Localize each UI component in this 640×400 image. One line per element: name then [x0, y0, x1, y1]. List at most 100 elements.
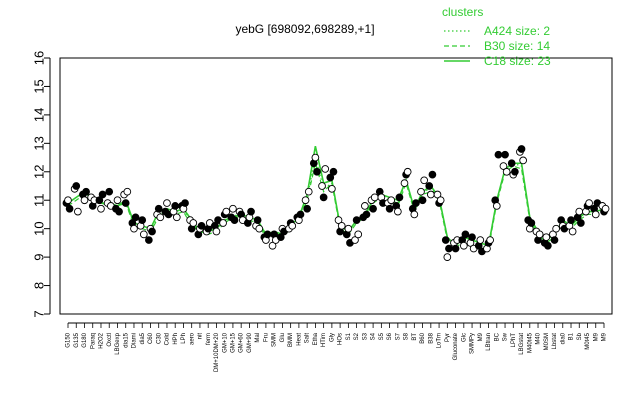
x-tick-label: dia5 [140, 332, 146, 344]
data-point [585, 199, 593, 207]
x-tick-label: Diami [132, 333, 138, 348]
data-point [420, 176, 429, 185]
x-tick-label: S8 [404, 332, 410, 340]
x-tick-label: SMMPy [470, 333, 476, 354]
x-tick-label: S3 [362, 332, 368, 340]
y-tick-label: 7 [31, 310, 46, 317]
y-axis: 7 8 9 10 11 12 13 14 15 16 [31, 51, 51, 318]
x-tick-label: aero [189, 332, 195, 345]
x-tick-label: Glc [461, 333, 467, 342]
data-point [64, 196, 72, 205]
data-point [527, 219, 536, 227]
data-point [535, 230, 544, 239]
x-tick-label: LBtran [486, 333, 492, 351]
data-point [507, 159, 516, 168]
legend-label: C18 size: 23 [484, 54, 551, 68]
x-tick-label: C60 [148, 332, 154, 344]
data-point [171, 202, 180, 210]
data-point [344, 224, 353, 233]
data-point [80, 196, 89, 205]
data-point [601, 204, 610, 213]
data-point [412, 199, 420, 207]
data-point [145, 236, 153, 244]
data-point [105, 187, 114, 196]
x-tick-label: S5 [379, 332, 385, 340]
data-point [436, 196, 445, 205]
data-point [369, 204, 377, 213]
x-tick-label: LPh [181, 333, 187, 344]
data-point [394, 207, 402, 216]
x-tick-label: Paraq [90, 333, 96, 349]
data-point [354, 230, 363, 239]
x-tick-label: dia15 [123, 332, 129, 347]
x-tick-label: LBGstat [519, 333, 525, 355]
data-point [189, 219, 198, 227]
data-point [362, 210, 371, 219]
data-point [577, 219, 585, 227]
x-tick-label: DM+10DM+20 [214, 332, 220, 372]
x-tick-label: S2 [354, 332, 360, 340]
data-point [321, 165, 330, 173]
x-tick-label: HOs [338, 333, 344, 345]
data-point [502, 167, 511, 176]
data-point [400, 179, 409, 188]
x-tick-label: M0SM [544, 333, 550, 350]
y-tick-label: 11 [31, 193, 46, 207]
data-point [154, 204, 163, 213]
data-point [468, 233, 476, 242]
data-point [97, 204, 105, 213]
x-tick-label: GM+60 [239, 332, 245, 353]
data-point [499, 162, 508, 170]
data-point [326, 173, 335, 182]
data-point [163, 199, 171, 207]
x-tick-label: S7 [395, 332, 401, 340]
x-tick-label: HTim [321, 333, 327, 347]
data-point [301, 196, 310, 205]
x-tick-label: BC [494, 332, 500, 341]
data-point [461, 230, 470, 239]
data-point [410, 210, 419, 219]
data-point [115, 207, 123, 216]
data-point [542, 233, 551, 242]
data-point [433, 190, 442, 199]
y-tick-label: 12 [31, 165, 46, 179]
x-tick-label: Sw [503, 332, 509, 341]
data-point [172, 213, 181, 222]
x-tick-label: B1 [569, 332, 575, 340]
data-point [138, 216, 147, 224]
data-point [476, 236, 485, 244]
data-point [501, 150, 509, 159]
data-point [313, 167, 321, 176]
data-point [98, 190, 107, 199]
x-tick-label: G180 [82, 332, 88, 347]
data-point [395, 193, 404, 202]
x-tick-label: BMM [288, 333, 294, 347]
x-tick-label: Oxctl [107, 333, 113, 347]
data-point [255, 224, 264, 233]
data-point [428, 170, 437, 179]
data-point [121, 199, 130, 207]
data-point [425, 182, 434, 190]
data-point [230, 216, 239, 224]
x-tick-label: Salt [305, 333, 311, 344]
y-tick-label: 9 [31, 253, 46, 260]
data-point [130, 224, 138, 233]
data-point [567, 216, 575, 224]
legend-label: A424 size: 2 [484, 24, 550, 38]
x-tick-label: S1 [346, 332, 352, 340]
data-point [304, 187, 313, 196]
x-tick-label: G150 [66, 332, 72, 347]
plot-frame [59, 57, 613, 315]
data-point [361, 202, 369, 210]
data-point [494, 150, 503, 159]
x-axis: G150 G135 G180 Paraq H2O2 Oxctl LBGexp dia15 Dia… [66, 322, 608, 372]
data-point [219, 219, 227, 227]
x-tick-label: nit [198, 333, 204, 340]
data-point [351, 236, 359, 244]
x-tick-label: GM+10 [222, 332, 228, 353]
chart-title: yebG [698092,698289,+1] [235, 22, 374, 36]
data-point [329, 167, 338, 176]
x-tick-label: M40t45 [527, 332, 533, 353]
